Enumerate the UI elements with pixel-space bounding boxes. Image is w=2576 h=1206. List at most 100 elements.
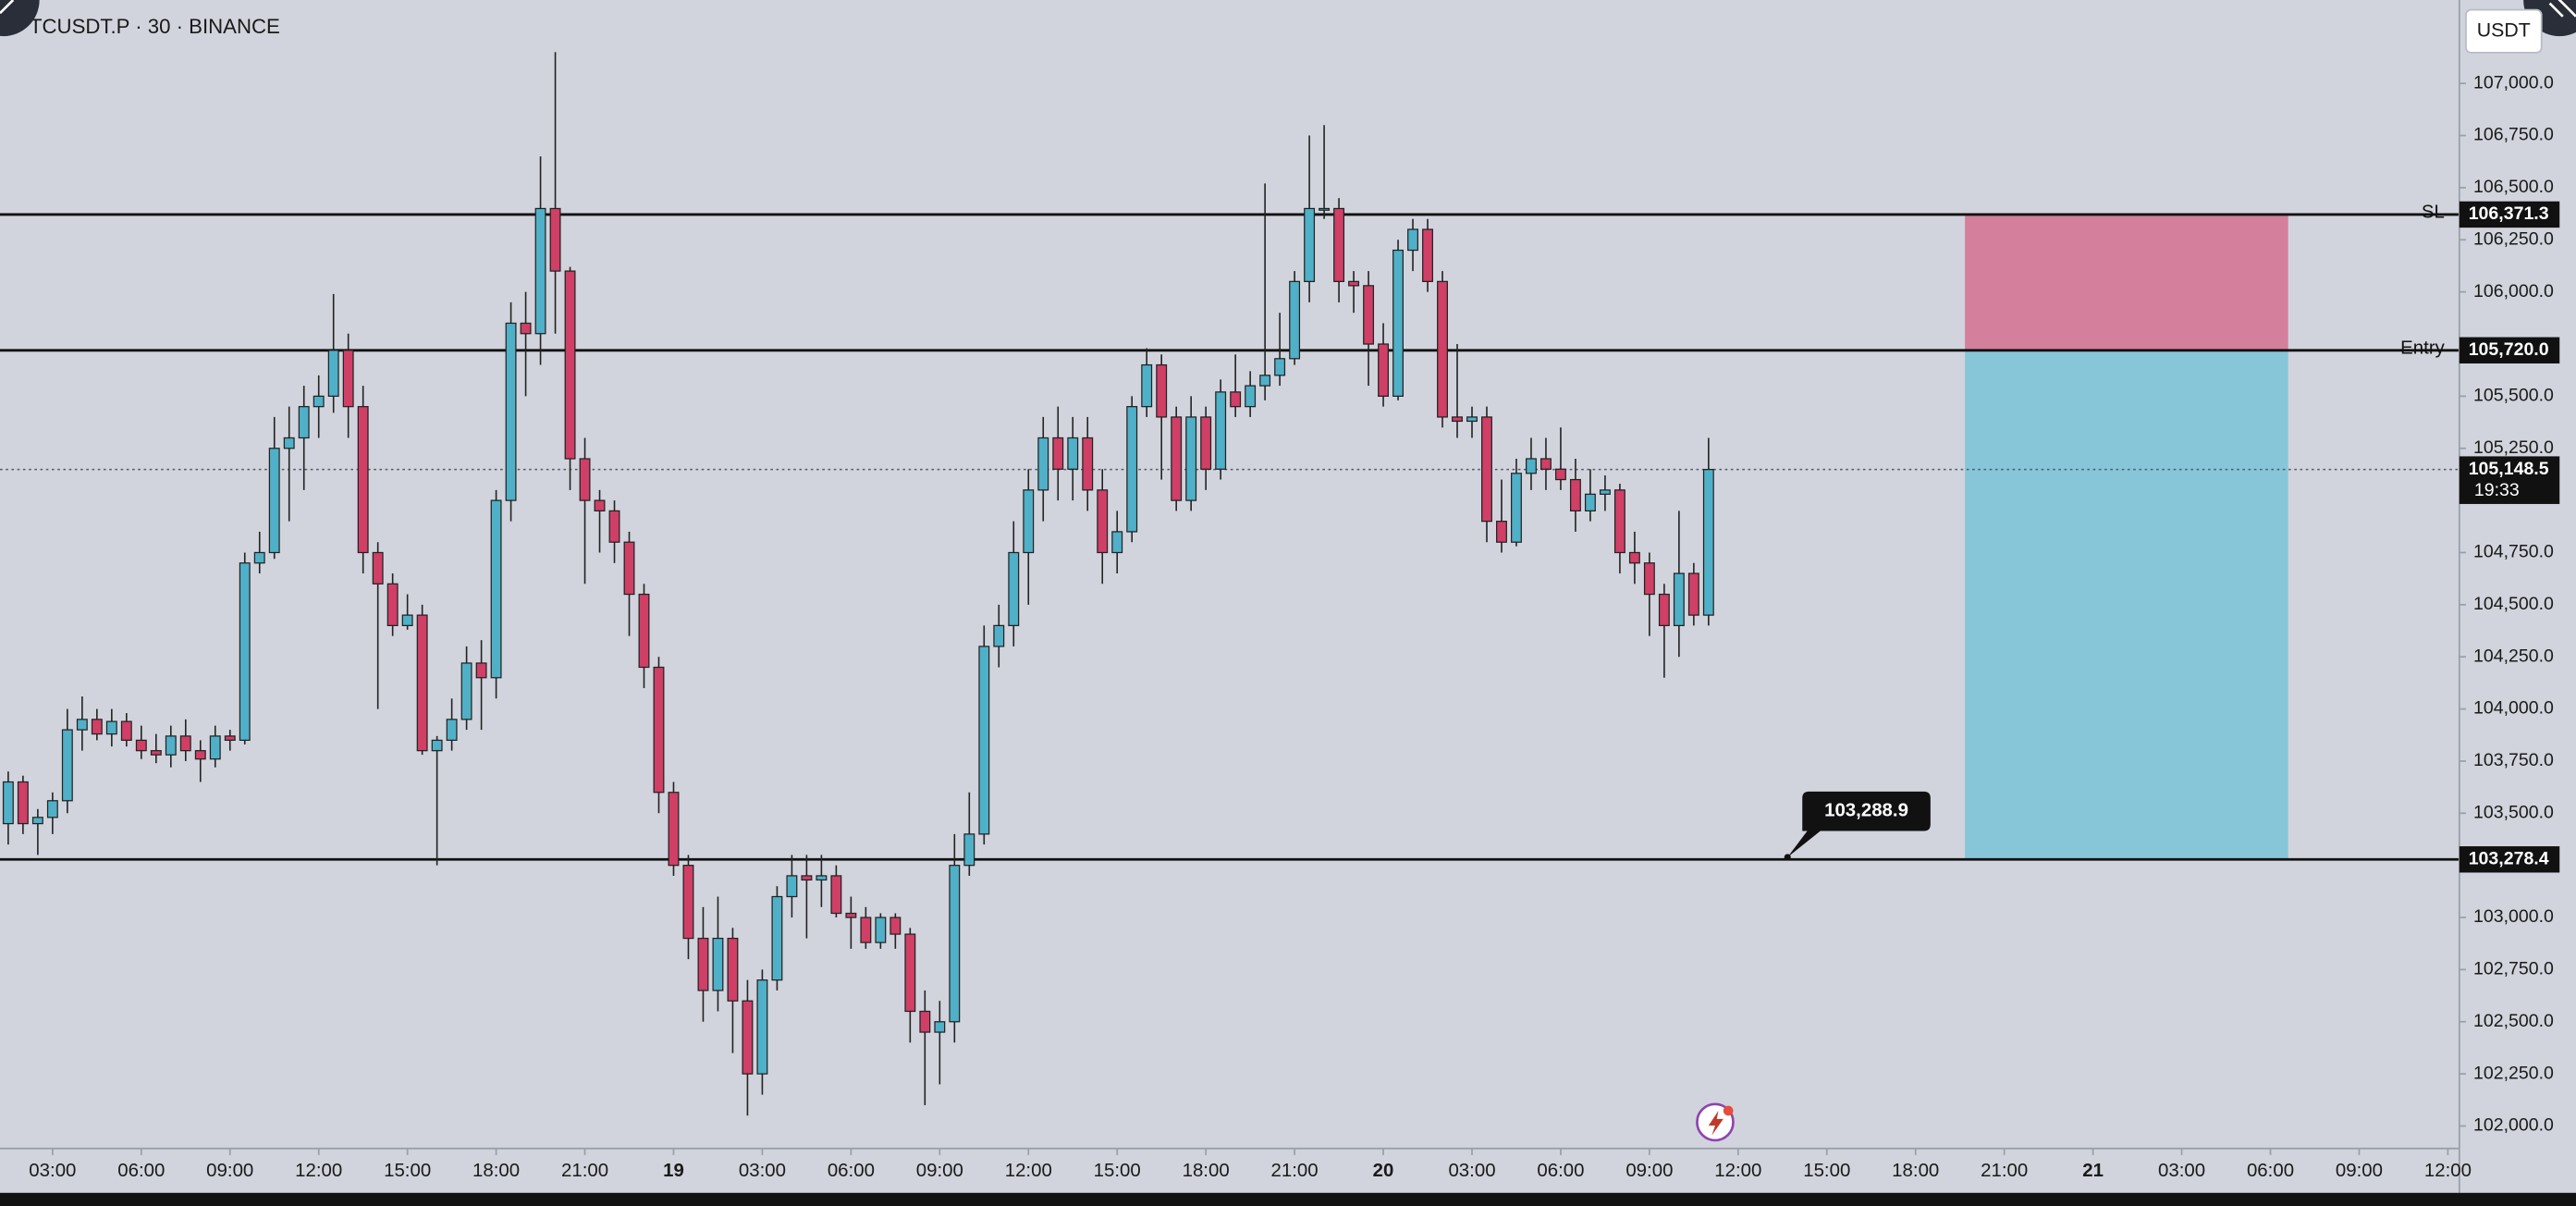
candle-body: [1673, 572, 1685, 627]
candle-body: [1348, 280, 1360, 287]
y-tick-label: 105,250.0: [2473, 437, 2554, 458]
candle-body: [889, 917, 902, 935]
y-tick-label: 106,000.0: [2473, 281, 2554, 302]
candle-body: [1628, 551, 1640, 564]
candle-body: [386, 583, 399, 627]
countdown-label: 19:33: [2474, 480, 2520, 500]
x-tick-label: 03:00: [739, 1161, 786, 1181]
candle-body: [1023, 489, 1035, 554]
candle-body: [816, 875, 828, 881]
candle-body: [919, 1010, 931, 1033]
current-price-tag: [2459, 456, 2560, 504]
candle-body: [1392, 249, 1404, 398]
candle-body: [549, 207, 561, 272]
candle-body: [120, 720, 132, 742]
candle-body: [1215, 391, 1227, 470]
candle-body: [1422, 228, 1433, 282]
candle-body: [1584, 493, 1596, 512]
x-tick-label: 20: [1373, 1161, 1394, 1181]
y-tick-label: 103,000.0: [2473, 906, 2554, 927]
x-tick-label: 06:00: [2247, 1161, 2294, 1181]
y-tick-label: 105,500.0: [2473, 386, 2554, 406]
candle-body: [934, 1021, 946, 1033]
expand-icon: [2548, 0, 2576, 18]
candle-body: [1171, 416, 1183, 501]
candle-body: [993, 624, 1005, 647]
candle-body: [1554, 468, 1566, 481]
candle-body: [475, 662, 487, 679]
candle-body: [1097, 489, 1109, 554]
candle-body: [712, 937, 724, 991]
x-tick-label: 18:00: [1892, 1161, 1939, 1181]
y-tick-label: 106,750.0: [2473, 125, 2554, 145]
candle-body: [46, 800, 58, 818]
candle-body: [1067, 437, 1079, 470]
candle-body: [875, 917, 887, 943]
candle-body: [239, 562, 251, 742]
y-tick-label: 103,500.0: [2473, 802, 2554, 822]
x-tick-label: 09:00: [916, 1161, 963, 1181]
price-tags: 106,371.3 105,720.0 103,278.4 105,148.519:3…: [1784, 201, 2560, 873]
candle-body: [801, 875, 813, 881]
x-tick-label: 19: [663, 1161, 684, 1181]
candle-body: [1289, 280, 1301, 360]
candle-body: [1156, 363, 1168, 418]
x-tick-label: 12:00: [2424, 1161, 2472, 1181]
x-tick-label: 21: [2082, 1161, 2104, 1181]
candle-body: [697, 937, 709, 991]
x-tick-label: 21:00: [561, 1161, 608, 1181]
x-tick-label: 15:00: [384, 1161, 431, 1181]
x-tick-label: 12:00: [1005, 1161, 1052, 1181]
candle-body: [1304, 207, 1316, 282]
candle-body: [1658, 593, 1670, 627]
y-tick-label: 104,500.0: [2473, 594, 2554, 614]
level-tag: [2459, 201, 2560, 228]
y-tick-label: 104,000.0: [2473, 698, 2554, 719]
level-tag-label: 105,720.0: [2469, 339, 2549, 360]
candle-body: [756, 979, 768, 1075]
level-tag-label: 106,371.3: [2469, 203, 2549, 224]
candle-body: [1452, 416, 1463, 423]
candle-body: [904, 933, 916, 1013]
candle-body: [298, 406, 310, 439]
levels: SL Entry: [0, 203, 2459, 861]
level-name: SL: [2422, 203, 2445, 223]
candle-body: [416, 614, 428, 752]
candle-body: [1599, 489, 1611, 495]
candle-body: [1230, 391, 1242, 408]
candle-body: [608, 510, 620, 543]
y-tick-label: 102,500.0: [2473, 1011, 2554, 1031]
candle-body: [2, 781, 14, 825]
candle-body: [949, 865, 961, 1023]
x-tick-label: 09:00: [1625, 1161, 1673, 1181]
candle-body: [431, 739, 443, 752]
x-tick-label: 15:00: [1803, 1161, 1850, 1181]
candle-body: [668, 792, 680, 867]
candle-body: [1437, 280, 1448, 418]
candle-body: [283, 437, 295, 449]
candle-body: [682, 865, 694, 940]
x-tick-label: 06:00: [117, 1161, 165, 1181]
candle-body: [1481, 416, 1492, 523]
candle-body: [268, 448, 280, 554]
candle-body: [505, 322, 517, 501]
candle-body: [1407, 228, 1418, 252]
candle-body: [446, 719, 458, 742]
candle-body: [860, 917, 872, 943]
candle-body: [1511, 473, 1522, 543]
candle-body: [771, 895, 783, 981]
axes: 107,000.0 106,750.0 106,500.0 106,250.0 106,…: [29, 72, 2554, 1181]
y-tick-label: 102,250.0: [2473, 1063, 2554, 1083]
x-tick-label: 09:00: [206, 1161, 253, 1181]
candle-body: [520, 322, 532, 335]
currency-button[interactable]: [2465, 8, 2543, 54]
candle-body: [179, 735, 191, 752]
candle-body: [638, 593, 650, 669]
collapse-button[interactable]: [0, 0, 40, 37]
candle-body: [1526, 458, 1537, 474]
candle-body: [313, 395, 325, 408]
candle-body: [342, 350, 354, 408]
candle-body: [224, 735, 236, 742]
